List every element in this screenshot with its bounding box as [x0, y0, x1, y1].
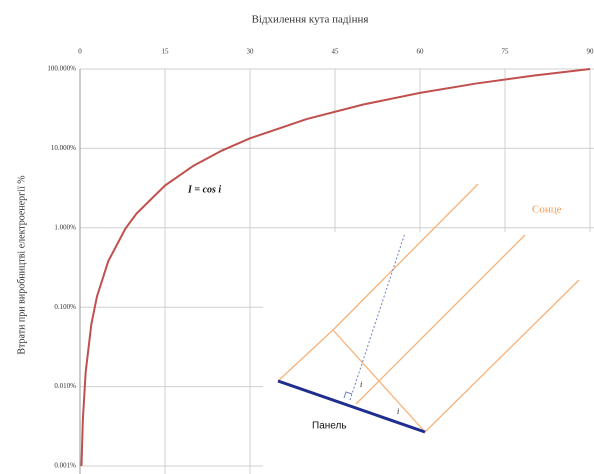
y-tick-label: 10.000%	[51, 144, 76, 152]
x-tick-label: 75	[502, 48, 510, 56]
sun-label: Сонце	[532, 204, 562, 216]
data-line	[80, 68, 591, 467]
y-tick-label: 0.100%	[54, 303, 76, 311]
diagram-background	[263, 232, 594, 474]
panel	[277, 379, 426, 434]
panel-label: Панель	[312, 421, 347, 432]
sun-ray	[355, 234, 526, 405]
x-tick-label: 45	[332, 48, 340, 56]
angle-label: i	[360, 380, 362, 389]
y-tick-label: 1.000%	[54, 223, 76, 231]
wavefront	[277, 329, 334, 382]
ray-link	[332, 329, 426, 433]
x-tick-label: 90	[587, 48, 594, 56]
angle-label: i	[397, 407, 399, 416]
curve-annotation: I = cos i	[187, 184, 221, 195]
x-tick-label: 30	[247, 48, 255, 56]
chart-title: Відхилення кута падіння	[252, 14, 369, 26]
x-tick-label: 0	[78, 48, 82, 56]
x-tick-label: 60	[417, 48, 425, 56]
plot	[80, 68, 591, 467]
diagram	[277, 183, 580, 434]
y-axis-label: Втрати при виробництві електроенергії %	[16, 175, 27, 354]
right-angle	[343, 391, 353, 399]
x-tick-label: 15	[162, 48, 170, 56]
sun-ray	[424, 279, 580, 433]
normal-line	[349, 232, 406, 401]
y-tick-label: 0.001%	[54, 462, 76, 470]
y-tick-label: 100.000%	[47, 65, 76, 73]
y-tick-label: 0.010%	[54, 382, 76, 390]
sun-ray	[332, 183, 479, 331]
